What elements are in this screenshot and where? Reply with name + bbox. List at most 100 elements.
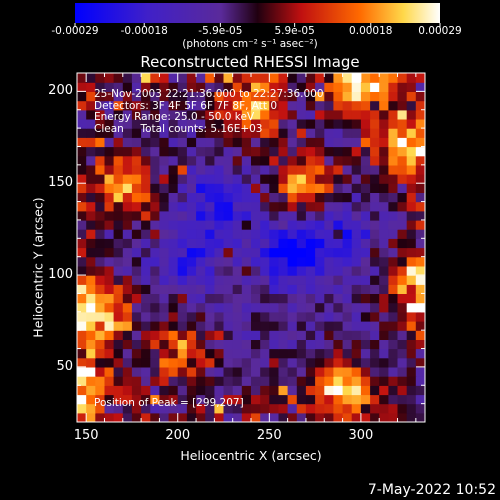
heatmap-cell bbox=[131, 366, 142, 377]
heatmap-cell bbox=[370, 256, 380, 267]
heatmap-cell bbox=[397, 385, 408, 396]
heatmap-cell bbox=[406, 73, 417, 83]
heatmap-cell bbox=[388, 339, 399, 350]
heatmap-cell bbox=[260, 219, 270, 230]
heatmap-cell bbox=[77, 275, 87, 285]
heatmap-cell bbox=[223, 265, 234, 276]
heatmap-cell bbox=[333, 155, 344, 166]
heatmap-cell bbox=[77, 100, 87, 111]
heatmap-cell bbox=[232, 229, 243, 239]
heatmap-cell bbox=[333, 284, 344, 294]
colorbar-tick-label: 5.9e-05 bbox=[274, 25, 315, 37]
heatmap-cell bbox=[360, 210, 371, 221]
heatmap-cell bbox=[287, 146, 298, 157]
heatmap-cell bbox=[141, 73, 151, 83]
heatmap-cell bbox=[186, 238, 197, 249]
heatmap-cell bbox=[177, 100, 188, 111]
heatmap-cell bbox=[406, 284, 417, 294]
heatmap-cell bbox=[141, 128, 151, 138]
heatmap-cell bbox=[150, 385, 161, 396]
heatmap-cell bbox=[305, 137, 316, 148]
heatmap-cell bbox=[232, 164, 243, 175]
heatmap-cell bbox=[251, 293, 261, 304]
heatmap-cell bbox=[159, 109, 170, 120]
heatmap-cell bbox=[113, 256, 124, 267]
heatmap-cell bbox=[122, 238, 133, 249]
heatmap-cell bbox=[232, 82, 243, 92]
heatmap-cell bbox=[113, 219, 124, 230]
heatmap-cell bbox=[223, 73, 234, 83]
heatmap-cell bbox=[379, 403, 389, 414]
heatmap-cell bbox=[159, 82, 170, 92]
heatmap-cell bbox=[397, 256, 408, 267]
heatmap-cell bbox=[406, 394, 417, 405]
heatmap-cell bbox=[86, 174, 96, 184]
heatmap-cell bbox=[269, 348, 280, 359]
heatmap-cell bbox=[379, 164, 389, 175]
heatmap-cell bbox=[196, 302, 206, 313]
heatmap-cell bbox=[214, 238, 225, 249]
heatmap-cell bbox=[415, 219, 425, 230]
heatmap-cell bbox=[168, 100, 179, 111]
heatmap-cell bbox=[141, 265, 151, 276]
heatmap-cell bbox=[141, 293, 151, 304]
heatmap-cell bbox=[186, 91, 197, 102]
heatmap-cell bbox=[131, 229, 142, 239]
heatmap-cell bbox=[251, 256, 261, 267]
heatmap-cell bbox=[95, 155, 106, 166]
heatmap-cell bbox=[241, 174, 252, 184]
heatmap-cell bbox=[159, 339, 170, 350]
heatmap-cell bbox=[205, 137, 215, 148]
heatmap-cell bbox=[296, 137, 307, 148]
heatmap-cell bbox=[223, 219, 234, 230]
heatmap-cell bbox=[168, 265, 179, 276]
heatmap-cell bbox=[86, 91, 96, 102]
heatmap-cell bbox=[269, 412, 280, 422]
heatmap-cell bbox=[351, 192, 362, 203]
heatmap-cell bbox=[351, 201, 362, 212]
heatmap-cell bbox=[260, 275, 270, 285]
heatmap-cell bbox=[360, 366, 371, 377]
heatmap-cell bbox=[251, 91, 261, 102]
heatmap-cell bbox=[269, 357, 280, 368]
heatmap-cell bbox=[260, 247, 270, 258]
heatmap-cell bbox=[214, 284, 225, 294]
heatmap-cell bbox=[104, 394, 115, 405]
heatmap-cell bbox=[406, 201, 417, 212]
heatmap-cell bbox=[324, 100, 335, 111]
heatmap-cell bbox=[260, 256, 270, 267]
heatmap-cell bbox=[113, 128, 124, 138]
heatmap-cell bbox=[388, 82, 399, 92]
heatmap-cell bbox=[370, 219, 380, 230]
heatmap-cell bbox=[415, 403, 425, 414]
heatmap-cell bbox=[397, 192, 408, 203]
heatmap-cell bbox=[397, 100, 408, 111]
heatmap-cell bbox=[196, 109, 206, 120]
axis-ticks bbox=[77, 72, 425, 422]
heatmap-cell bbox=[223, 183, 234, 193]
heatmap-cell bbox=[333, 118, 344, 129]
heatmap-cell bbox=[251, 238, 261, 249]
heatmap-cell bbox=[168, 302, 179, 313]
heatmap-cell bbox=[177, 82, 188, 92]
heatmap-cell bbox=[278, 376, 289, 386]
x-tick-label: 300 bbox=[348, 428, 374, 443]
heatmap-cell bbox=[251, 128, 261, 138]
heatmap-cell bbox=[104, 91, 115, 102]
heatmap-cell bbox=[360, 201, 371, 212]
heatmap-cell bbox=[360, 219, 371, 230]
heatmap-cell bbox=[415, 284, 425, 294]
heatmap-cell bbox=[159, 366, 170, 377]
heatmap-cell bbox=[342, 82, 353, 92]
heatmap-cell bbox=[141, 348, 151, 359]
heatmap-cell bbox=[351, 265, 362, 276]
heatmap-cell bbox=[324, 376, 335, 386]
heatmap-cell bbox=[360, 293, 371, 304]
heatmap-cell bbox=[232, 219, 243, 230]
heatmap-cell bbox=[122, 275, 133, 285]
heatmap-cell bbox=[315, 284, 325, 294]
heatmap-cell bbox=[77, 293, 87, 304]
heatmap-cell bbox=[251, 155, 261, 166]
heatmap-cell bbox=[251, 82, 261, 92]
heatmap-cell bbox=[260, 146, 270, 157]
